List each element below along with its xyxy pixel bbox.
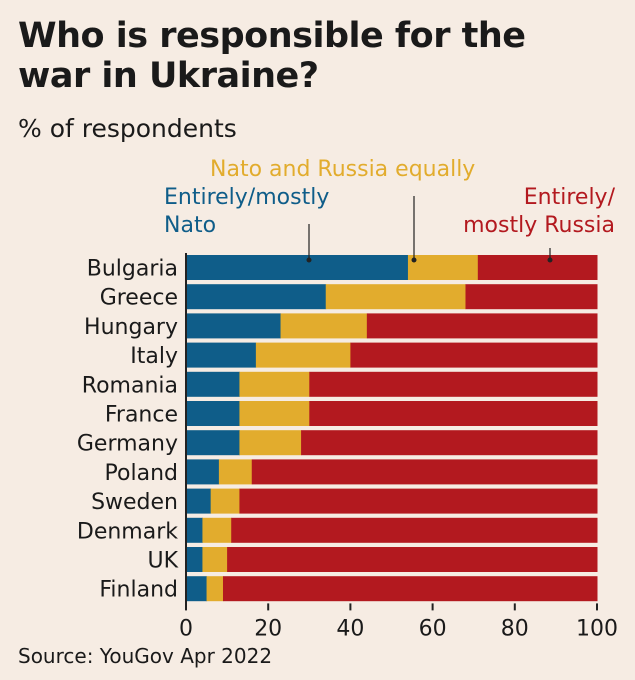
legend-leader-dot — [411, 257, 417, 263]
bar-bulgaria-series-2 — [477, 255, 598, 280]
bar-france-series-1 — [239, 401, 310, 426]
bar-italy-series-1 — [255, 342, 351, 368]
category-label: Sweden — [91, 490, 178, 515]
legend-nato-line2: Nato — [164, 213, 217, 238]
bar-germany-series-1 — [239, 430, 302, 456]
legend-russia-line1: Entirely/ — [523, 185, 615, 210]
category-label: Greece — [100, 286, 178, 311]
bar-finland-series-0 — [186, 576, 208, 602]
bar-france-series-2 — [309, 401, 598, 426]
category-label: UK — [147, 549, 178, 574]
legend-nato: Entirely/mostly Nato — [164, 184, 329, 240]
bar-germany-series-2 — [301, 430, 598, 456]
bar-uk-series-1 — [202, 547, 228, 572]
bar-denmark-series-2 — [231, 517, 598, 543]
legend-russia: Entirely/ mostly Russia — [463, 184, 615, 240]
legend-nato-line1: Entirely/mostly — [164, 185, 330, 210]
category-label: Denmark — [77, 519, 178, 544]
bar-bulgaria-series-0 — [186, 255, 409, 280]
category-label: Poland — [105, 461, 178, 486]
bar-poland-series-0 — [186, 459, 220, 485]
bar-sweden-series-0 — [186, 488, 212, 514]
x-tick-label: 80 — [501, 616, 529, 641]
chart-title: Who is responsible for the war in Ukrain… — [18, 16, 526, 96]
bar-italy-series-0 — [186, 342, 257, 368]
bar-france-series-0 — [186, 401, 240, 426]
bar-germany-series-0 — [186, 430, 240, 456]
category-label: Italy — [130, 344, 178, 369]
bar-poland-series-2 — [251, 459, 598, 485]
bar-uk-series-2 — [227, 547, 598, 572]
bar-bulgaria-series-1 — [407, 255, 479, 280]
chart-subtitle: % of respondents — [18, 114, 237, 143]
legend-leader-dot — [547, 257, 553, 263]
bar-greece-series-1 — [325, 284, 466, 310]
bar-greece-series-0 — [186, 284, 327, 310]
bar-denmark-series-0 — [186, 517, 203, 543]
legend-equal: Nato and Russia equally — [210, 156, 475, 184]
x-tick-label: 20 — [254, 616, 282, 641]
source-note: Source: YouGov Apr 2022 — [18, 644, 273, 668]
legend-leader-dot — [306, 257, 312, 263]
category-label: Romania — [82, 373, 178, 398]
bar-denmark-series-1 — [202, 517, 232, 543]
bar-italy-series-2 — [350, 342, 598, 368]
bar-finland-series-1 — [206, 576, 224, 602]
bar-romania-series-2 — [309, 371, 598, 397]
category-label: France — [105, 403, 178, 428]
category-label: Bulgaria — [87, 257, 178, 282]
x-tick-label: 0 — [179, 616, 193, 641]
x-tick-label: 40 — [336, 616, 364, 641]
legend-equal-label: Nato and Russia equally — [210, 157, 476, 182]
bar-finland-series-2 — [222, 576, 598, 602]
bar-greece-series-2 — [465, 284, 598, 310]
bar-sweden-series-1 — [210, 488, 240, 514]
category-label: Germany — [77, 432, 178, 457]
x-tick-label: 100 — [576, 616, 618, 641]
bar-uk-series-0 — [186, 547, 203, 572]
category-label: Finland — [99, 578, 178, 603]
bar-hungary-series-2 — [366, 313, 598, 339]
legend-russia-line2: mostly Russia — [463, 213, 615, 238]
bar-hungary-series-0 — [186, 313, 282, 339]
bar-romania-series-1 — [239, 371, 310, 397]
bar-sweden-series-2 — [239, 488, 598, 514]
bar-romania-series-0 — [186, 371, 240, 397]
category-label: Hungary — [84, 315, 178, 340]
bar-poland-series-1 — [218, 459, 253, 485]
x-tick-label: 60 — [419, 616, 447, 641]
bar-hungary-series-1 — [280, 313, 368, 339]
